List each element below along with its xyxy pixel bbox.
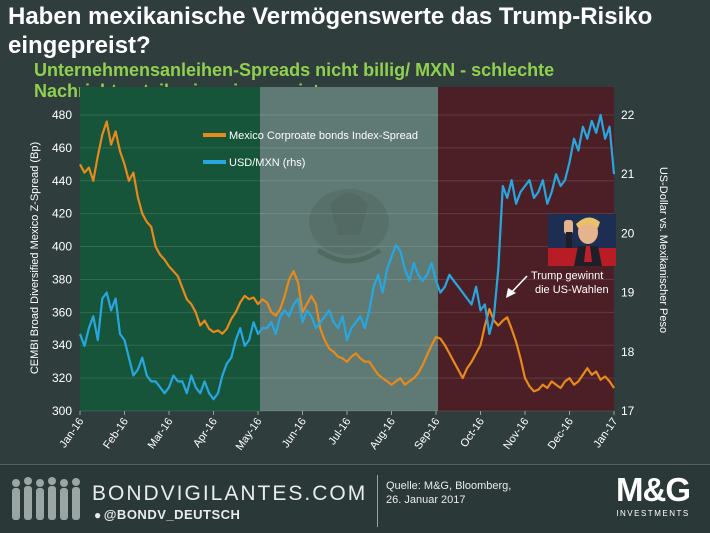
legend-label-usdmxn: USD/MXN (rhs) — [229, 157, 305, 169]
x-tick-label: Aug-16 — [368, 416, 398, 452]
x-tick-label: Nov-16 — [501, 416, 531, 452]
series-line-usdmxn — [78, 113, 616, 401]
y-tick-label: 460 — [52, 141, 72, 155]
footer-divider — [377, 475, 378, 527]
x-tick-label: Jun-16 — [280, 416, 309, 450]
twitter-handle: ● @BONDV_DEUTSCH — [94, 507, 240, 522]
x-tick-label: Jan-17 — [591, 416, 620, 450]
x-tick-label: May-16 — [234, 416, 265, 453]
bg-white-band — [260, 87, 438, 411]
x-tick-label: Apr-16 — [191, 416, 220, 450]
footer: BONDVIGILANTES.COM ● @BONDV_DEUTSCH Quell… — [0, 464, 710, 533]
y-tick-label: 440 — [52, 174, 72, 188]
chart: Mexico Corproate bonds Index-Spread USD/… — [29, 87, 669, 453]
series-line-spread — [79, 120, 615, 393]
y-axis-label: CEMBI Broad Diversified Mexico Z-Spread … — [29, 142, 41, 374]
y-tick-label: 420 — [52, 207, 72, 221]
x-tick-label: Mar-16 — [146, 416, 176, 451]
x-tick-label: Jul-16 — [326, 416, 353, 447]
source-line2: 26. Januar 2017 — [386, 494, 466, 506]
x-tick-label: Dec-16 — [546, 416, 576, 452]
y-tick-label: 360 — [52, 305, 72, 319]
x-tick-label: Jan-16 — [57, 416, 86, 450]
y2-tick-label: 18 — [621, 345, 635, 359]
y-tick-label: 320 — [52, 371, 72, 385]
mg-logo-sub: INVESTMENTS — [616, 509, 690, 518]
chart-title: Haben mexikanische Vermögenswerte das Tr… — [8, 3, 653, 59]
series-layer — [78, 113, 616, 401]
y2-axis-label: US-Dollar vs. Mexikanischer Peso — [657, 167, 669, 333]
annotation-line1: Trump gewinnt — [531, 270, 603, 282]
emblem-icon — [309, 189, 389, 264]
x-tick-label: Sep-16 — [412, 416, 442, 452]
trump-photo — [548, 214, 616, 266]
annotation-arrow — [506, 275, 528, 298]
y2-tick-label: 20 — [621, 226, 635, 240]
source-note: Quelle: M&G, Bloomberg, 26. Januar 2017 — [386, 479, 511, 507]
y2-tick-label: 21 — [621, 167, 635, 181]
y2-tick-label: 19 — [621, 286, 635, 300]
brand-name: BONDVIGILANTES.COM — [92, 482, 368, 505]
source-line1: Quelle: M&G, Bloomberg, — [386, 480, 512, 492]
y2-tick-label: 22 — [621, 108, 635, 122]
legend-label-spread: Mexico Corproate bonds Index-Spread — [229, 130, 418, 142]
mg-logo: M&G INVESTMENTS — [604, 471, 702, 525]
x-tick-label: Feb-16 — [101, 416, 131, 451]
y-tick-label: 340 — [52, 338, 72, 352]
y-tick-label: 380 — [52, 272, 72, 286]
x-tick-label: Oct-16 — [458, 416, 487, 450]
y-tick-label: 400 — [52, 240, 72, 254]
twitter-handle-text: @BONDV_DEUTSCH — [103, 507, 241, 522]
annotation-line2: die US-Wahlen — [535, 284, 609, 296]
y-tick-label: 300 — [52, 404, 72, 418]
twitter-icon: ● — [94, 508, 102, 522]
y2-tick-label: 17 — [621, 404, 635, 418]
y-tick-label: 480 — [52, 108, 72, 122]
mg-logo-main: M&G — [616, 471, 691, 508]
people-silhouettes-icon — [12, 477, 80, 520]
